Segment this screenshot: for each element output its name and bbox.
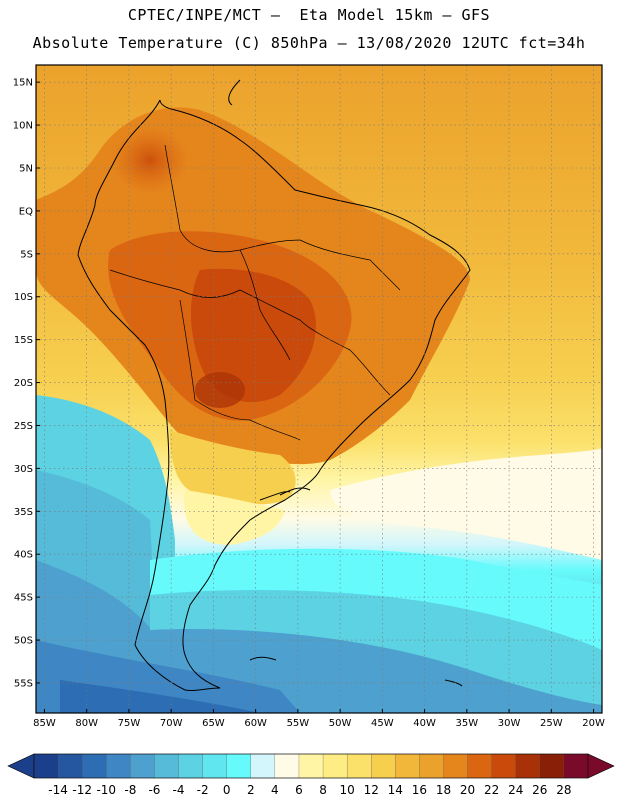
- colorbar: [7, 753, 615, 779]
- colorbar-label: -10: [96, 783, 116, 797]
- colorbar-label: -4: [173, 783, 185, 797]
- lat-label: 25S: [14, 421, 33, 432]
- country-borders: [109, 144, 401, 441]
- colorbar-swatch: [298, 753, 324, 779]
- lon-label: 80W: [75, 718, 98, 729]
- colorbar-label: 26: [532, 783, 547, 797]
- colorbar-swatch: [322, 753, 348, 779]
- lat-label: 10N: [13, 121, 33, 132]
- colorbar-swatch: [57, 753, 83, 779]
- colorbar-label: 2: [247, 783, 255, 797]
- colorbar-swatch: [33, 753, 59, 779]
- lat-label: EQ: [19, 206, 33, 217]
- graticule: [36, 65, 602, 713]
- colorbar-swatch: [106, 753, 131, 779]
- colorbar-swatch: [395, 753, 420, 779]
- lat-label: 5N: [19, 163, 33, 174]
- lat-label: 35S: [14, 507, 33, 518]
- colorbar-swatch: [539, 753, 565, 779]
- colorbar-swatch: [178, 753, 204, 779]
- colorbar-label: 24: [508, 783, 523, 797]
- colorbar-label: 8: [319, 783, 327, 797]
- lon-label: 45W: [371, 718, 394, 729]
- title-line-2: Absolute Temperature (C) 850hPa – 13/08/…: [32, 34, 586, 52]
- lon-label: 75W: [118, 718, 141, 729]
- colorbar-swatch: [515, 753, 541, 779]
- colorbar-label: 20: [460, 783, 475, 797]
- colorbar-swatch: [419, 753, 444, 779]
- lon-label: 85W: [33, 718, 56, 729]
- lon-label: 35W: [456, 718, 479, 729]
- colorbar-label: 10: [339, 783, 354, 797]
- colorbar-under-arrow: [7, 753, 35, 779]
- colorbar-label: 18: [436, 783, 451, 797]
- colorbar-swatch: [563, 753, 589, 779]
- lon-label: 40W: [413, 718, 436, 729]
- colorbar-swatch: [250, 753, 276, 779]
- lat-label: 40S: [14, 550, 33, 561]
- colorbar-label: 22: [484, 783, 499, 797]
- lat-label: 30S: [14, 464, 33, 475]
- colorbar-frame: [33, 753, 589, 779]
- colorbar-label: 16: [412, 783, 427, 797]
- map-frame: [35, 64, 603, 714]
- lat-label: 5S: [20, 249, 33, 260]
- colorbar-label: -2: [197, 783, 209, 797]
- colorbar-label: 4: [271, 783, 279, 797]
- lon-label: 55W: [287, 718, 310, 729]
- lat-label: 15S: [14, 335, 33, 346]
- latitude-labels: 15N 10N 5N EQ 5S 10S 15S 20S 25S 30S 35S 40S 45S 50S 5…: [13, 78, 40, 689]
- lat-label: 20S: [14, 378, 33, 389]
- colorbar-label: 12: [364, 783, 379, 797]
- colorbar-label: -6: [148, 783, 160, 797]
- lon-label: 20W: [582, 718, 605, 729]
- lat-label: 15N: [13, 78, 33, 89]
- colorbar-swatch: [226, 753, 252, 779]
- colorbar-swatch: [443, 753, 469, 779]
- lat-label: 50S: [14, 636, 33, 647]
- colorbar-label: -8: [124, 783, 136, 797]
- colorbar-swatch: [491, 753, 517, 779]
- colorbar-label: 6: [295, 783, 303, 797]
- colorbar-swatch: [202, 753, 228, 779]
- lon-label: 50W: [329, 718, 352, 729]
- lat-label: 55S: [14, 678, 33, 689]
- colorbar-swatch: [82, 753, 107, 779]
- colorbar-label: -12: [72, 783, 92, 797]
- lon-label: 60W: [244, 718, 267, 729]
- colorbar-swatch: [130, 753, 155, 779]
- lat-label: 10S: [14, 292, 33, 303]
- temperature-field: [36, 65, 602, 713]
- colorbar-labels: -14 -12 -10 -8 -6 -4 -2 0 2 4 6 8 10 12 14 16 18 20 22 24 26…: [48, 783, 571, 797]
- lon-label: 30W: [498, 718, 521, 729]
- longitude-labels: 85W 80W 75W 70W 65W 60W 55W 50W 45W 40W 35W 30W 25W 2…: [33, 709, 605, 729]
- lat-label: 45S: [14, 593, 33, 604]
- colorbar-over-arrow: [587, 753, 615, 779]
- lon-label: 65W: [202, 718, 225, 729]
- colorbar-label: 14: [388, 783, 403, 797]
- colorbar-swatch: [154, 753, 179, 779]
- colorbar-label: -14: [48, 783, 68, 797]
- colorbar-label: 28: [556, 783, 571, 797]
- coastline: [77, 79, 471, 692]
- colorbar-swatch: [467, 753, 493, 779]
- colorbar-swatch: [274, 753, 300, 779]
- title-line-1: CPTEC/INPE/MCT – Eta Model 15km – GFS: [127, 6, 491, 24]
- lon-label: 25W: [540, 718, 563, 729]
- colorbar-label: 0: [223, 783, 231, 797]
- colorbar-swatch: [371, 753, 396, 779]
- lon-label: 70W: [160, 718, 183, 729]
- colorbar-swatch: [346, 753, 372, 779]
